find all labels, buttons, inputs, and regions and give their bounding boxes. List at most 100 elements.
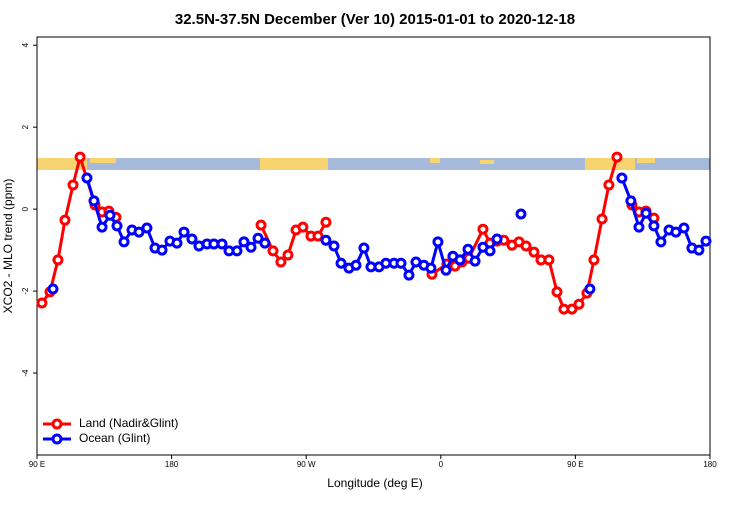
data-point bbox=[395, 257, 407, 269]
data-point bbox=[358, 242, 370, 254]
y-tick-label: -2 bbox=[21, 287, 30, 295]
x-tick-label: 180 bbox=[703, 460, 717, 469]
data-point bbox=[655, 236, 667, 248]
data-point bbox=[104, 209, 116, 221]
legend-marker bbox=[51, 418, 63, 430]
x-tick-label: 180 bbox=[165, 460, 179, 469]
data-point bbox=[320, 234, 332, 246]
land-strip bbox=[37, 158, 87, 170]
legend-label: Land (Nadir&Glint) bbox=[79, 416, 178, 430]
data-point bbox=[477, 223, 489, 235]
data-point bbox=[611, 151, 623, 163]
data-point bbox=[633, 221, 645, 233]
data-point bbox=[616, 172, 628, 184]
data-point bbox=[282, 249, 294, 261]
land-strip bbox=[430, 158, 440, 163]
land-strip bbox=[480, 160, 494, 164]
data-point bbox=[551, 286, 563, 298]
data-point bbox=[267, 245, 279, 257]
data-point bbox=[186, 233, 198, 245]
data-point bbox=[454, 254, 466, 266]
data-point bbox=[528, 246, 540, 258]
y-tick-label: 0 bbox=[21, 206, 30, 211]
x-tick-label: 90 E bbox=[29, 460, 45, 469]
data-point bbox=[252, 232, 264, 244]
x-axis-label: Longitude (deg E) bbox=[327, 476, 422, 490]
data-point bbox=[231, 245, 243, 257]
data-point bbox=[245, 241, 257, 253]
data-point bbox=[625, 195, 637, 207]
data-point bbox=[484, 245, 496, 257]
data-point bbox=[469, 255, 481, 267]
data-point bbox=[259, 237, 271, 249]
y-axis-label: XCO2 - MLO trend (ppm) bbox=[1, 179, 15, 314]
data-point bbox=[603, 179, 615, 191]
data-point bbox=[543, 254, 555, 266]
data-point bbox=[693, 244, 705, 256]
data-point bbox=[432, 236, 444, 248]
data-point bbox=[52, 254, 64, 266]
data-point bbox=[648, 220, 660, 232]
plot-frame bbox=[36, 36, 711, 456]
chart-title: 32.5N-37.5N December (Ver 10) 2015-01-01… bbox=[175, 11, 575, 28]
legend-label: Ocean (Glint) bbox=[79, 431, 150, 445]
y-tick-label: -4 bbox=[21, 369, 30, 377]
data-point bbox=[596, 213, 608, 225]
data-point bbox=[640, 207, 652, 219]
legend-marker bbox=[51, 433, 63, 445]
data-point bbox=[588, 254, 600, 266]
data-point bbox=[515, 208, 527, 220]
data-point bbox=[584, 283, 596, 295]
data-point bbox=[238, 236, 250, 248]
y-tick-label: 2 bbox=[21, 124, 30, 129]
data-point bbox=[216, 238, 228, 250]
data-point bbox=[335, 257, 347, 269]
data-point bbox=[141, 222, 153, 234]
data-point bbox=[462, 243, 474, 255]
data-point bbox=[178, 226, 190, 238]
data-point bbox=[59, 214, 71, 226]
y-tick-label: 4 bbox=[21, 42, 30, 47]
data-point bbox=[118, 236, 130, 248]
data-point bbox=[670, 226, 682, 238]
data-point bbox=[440, 264, 452, 276]
data-point bbox=[520, 240, 532, 252]
x-tick-label: 90 W bbox=[297, 460, 316, 469]
land-strip bbox=[585, 158, 635, 170]
legend: Land (Nadir&Glint)Ocean (Glint) bbox=[43, 416, 178, 445]
data-point bbox=[255, 219, 267, 231]
data-point bbox=[320, 216, 332, 228]
data-point bbox=[88, 195, 100, 207]
data-point bbox=[297, 221, 309, 233]
data-point bbox=[111, 220, 123, 232]
land-ocean-strip bbox=[37, 158, 710, 170]
x-tick-label: 0 bbox=[439, 460, 444, 469]
data-point bbox=[171, 237, 183, 249]
ocean-strip bbox=[37, 158, 710, 170]
data-point bbox=[491, 233, 503, 245]
data-point bbox=[133, 226, 145, 238]
data-point bbox=[403, 269, 415, 281]
data-point bbox=[573, 298, 585, 310]
data-point bbox=[678, 222, 690, 234]
data-point bbox=[47, 283, 59, 295]
data-point bbox=[67, 179, 79, 191]
land-strip bbox=[90, 158, 116, 163]
x-tick-label: 90 E bbox=[567, 460, 583, 469]
data-point bbox=[275, 256, 287, 268]
data-point bbox=[74, 151, 86, 163]
data-point bbox=[81, 172, 93, 184]
data-point bbox=[350, 259, 362, 271]
data-point bbox=[425, 262, 437, 274]
data-point bbox=[312, 230, 324, 242]
data-point bbox=[700, 235, 712, 247]
land-strip bbox=[260, 158, 328, 170]
land-strip bbox=[637, 158, 655, 163]
data-point bbox=[36, 297, 48, 309]
data-point bbox=[328, 240, 340, 252]
data-point bbox=[156, 244, 168, 256]
data-point bbox=[96, 221, 108, 233]
data-point bbox=[566, 303, 578, 315]
